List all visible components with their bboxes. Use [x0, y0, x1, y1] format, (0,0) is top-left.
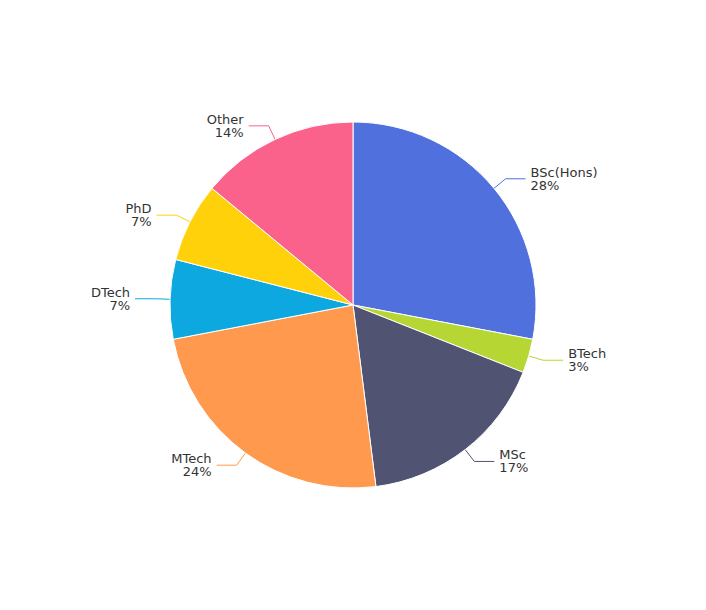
svg-text:Other: Other	[206, 111, 244, 127]
svg-text:PhD: PhD	[125, 201, 152, 217]
svg-text:BSc(Hons): BSc(Hons)	[530, 164, 598, 180]
svg-text:28%: 28%	[531, 178, 560, 193]
svg-text:MSc: MSc	[499, 447, 526, 463]
svg-text:BTech: BTech	[568, 346, 607, 362]
svg-text:17%: 17%	[499, 460, 528, 475]
svg-text:3%: 3%	[568, 359, 589, 374]
svg-text:DTech: DTech	[91, 284, 131, 300]
svg-text:7%: 7%	[109, 298, 130, 313]
svg-text:14%: 14%	[215, 125, 244, 140]
svg-text:MTech: MTech	[171, 451, 212, 467]
svg-text:24%: 24%	[183, 464, 212, 479]
svg-text:7%: 7%	[131, 214, 152, 229]
